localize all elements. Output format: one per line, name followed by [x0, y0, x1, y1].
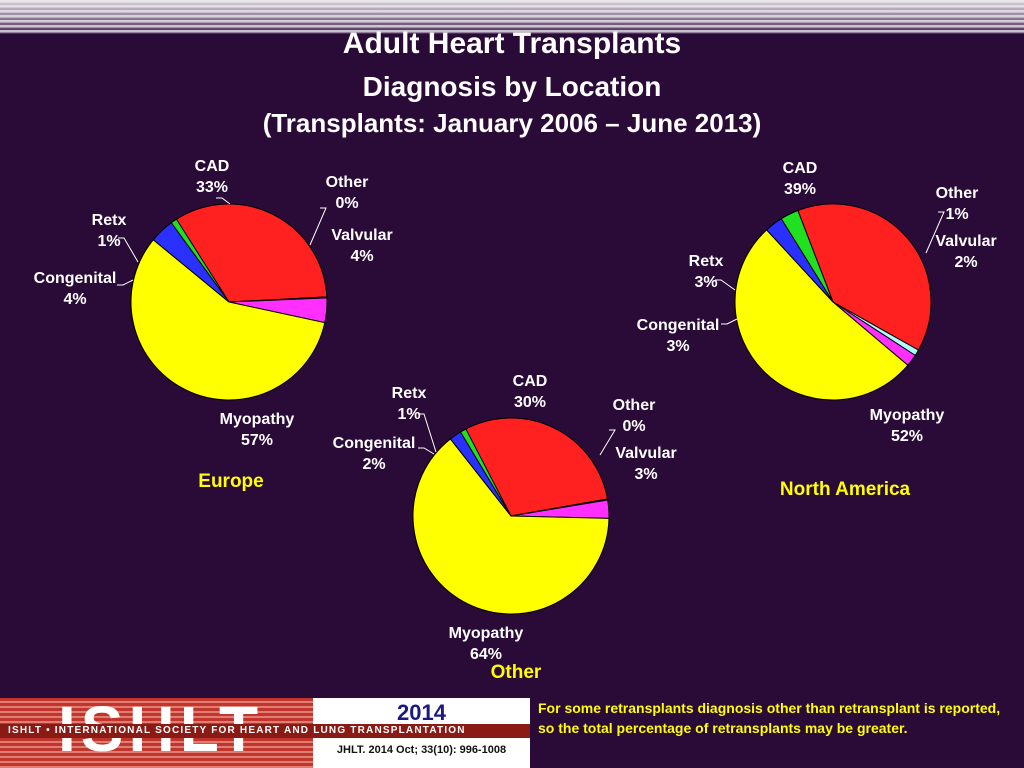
label-retx: Retx 3% — [689, 253, 724, 291]
leader-line-retx — [118, 237, 139, 263]
pie-other: CAD 30% Other 0% Valvular 3% Myopathy 64% Congen… — [333, 373, 677, 683]
label-other: Other 0% — [326, 174, 369, 212]
slice-myopathy — [734, 229, 909, 401]
label-retx: Retx 1% — [392, 385, 427, 423]
pie-charts: CAD 33% Other 0% Valvular 4% Myopathy 57% Congen… — [34, 158, 997, 683]
label-other: Other 1% — [936, 185, 979, 223]
footnote: For some retransplants diagnosis other t… — [538, 700, 1001, 736]
citation: JHLT. 2014 Oct; 33(10): 996-1008 — [336, 744, 507, 756]
region-label: North America — [780, 479, 911, 500]
leader-line-retx — [715, 279, 736, 291]
leader-line-retx — [418, 413, 437, 453]
leader-line-cad — [216, 197, 231, 205]
leader-line-other — [599, 429, 616, 456]
slide-date-range: (Transplants: January 2006 – June 2013) — [262, 108, 762, 138]
logo-band-text: ISHLT • INTERNATIONAL SOCIETY FOR HEART … — [8, 725, 466, 736]
label-valvular: Valvular 3% — [615, 445, 676, 483]
leader-line-other — [925, 211, 945, 254]
slide-subtitle: Diagnosis by Location — [362, 71, 662, 102]
pie-north-america: CAD 39% Other 1% Valvular 2% Myopathy 52% Congen… — [637, 160, 997, 500]
label-myopathy: Myopathy 57% — [220, 411, 295, 449]
leader-line-congenital — [721, 318, 738, 325]
slice-retx — [780, 209, 834, 303]
slice-myopathy — [412, 438, 610, 615]
label-valvular: Valvular 4% — [331, 227, 392, 265]
label-cad: CAD 39% — [783, 160, 818, 198]
label-retx: Retx 1% — [92, 212, 127, 250]
slice-cad — [797, 203, 932, 351]
label-cad: CAD 33% — [195, 158, 230, 196]
label-congenital: Congenital 2% — [333, 435, 416, 473]
label-valvular: Valvular 2% — [935, 233, 996, 271]
label-other: Other 0% — [613, 397, 656, 435]
logo-band: ISHLT • INTERNATIONAL SOCIETY FOR HEART … — [0, 724, 530, 738]
label-congenital: Congenital 3% — [637, 317, 720, 355]
label-cad: CAD 30% — [513, 373, 548, 411]
leader-line-other — [309, 207, 327, 246]
slice-retx — [459, 428, 512, 517]
label-congenital: Congenital 4% — [34, 270, 117, 308]
year-label: 2014 — [397, 700, 446, 725]
header-stripes — [0, 0, 1024, 34]
slice-retx — [170, 218, 230, 303]
slide-title: Adult Heart Transplants — [342, 27, 682, 60]
label-myopathy: Myopathy 52% — [870, 407, 945, 445]
leader-line-congenital — [418, 447, 435, 455]
leader-line-congenital — [117, 279, 134, 286]
slice-cad — [464, 417, 609, 517]
label-myopathy: Myopathy 64% — [449, 625, 524, 663]
region-label: Other — [491, 662, 542, 683]
pie-europe: CAD 33% Other 0% Valvular 4% Myopathy 57% Congen… — [34, 158, 393, 492]
footer: ISHLT ISHLT • INTERNATIONAL SOCIETY FOR … — [0, 698, 1024, 768]
region-label: Europe — [198, 471, 263, 492]
slice-myopathy — [130, 239, 326, 401]
